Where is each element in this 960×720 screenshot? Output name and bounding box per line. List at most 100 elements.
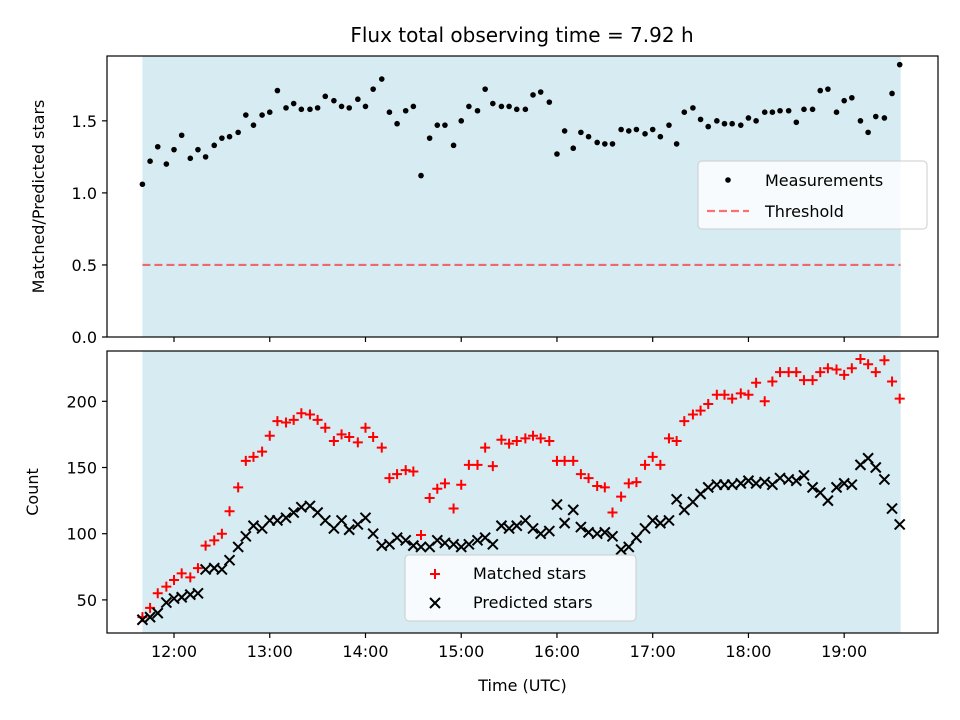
measurement-point: [546, 99, 553, 105]
measurement-point: [633, 126, 640, 133]
matched-point: [511, 436, 522, 447]
predicted-point: [798, 469, 810, 482]
matched-point: [416, 530, 427, 541]
predicted-point: [192, 587, 204, 599]
matched-point: [504, 438, 515, 449]
predicted-point: [216, 563, 228, 576]
matched-point: [703, 398, 714, 409]
matched-point: [640, 459, 651, 470]
measurement-point: [331, 97, 337, 104]
measurement-point: [785, 107, 792, 114]
predicted-point: [415, 541, 427, 553]
matched-point: [743, 389, 754, 400]
measurement-point: [154, 143, 161, 150]
matched-point: [623, 478, 634, 489]
predicted-point: [144, 611, 156, 623]
x-tick-label: 18:00: [725, 642, 771, 661]
matched-point: [161, 581, 172, 592]
matched-point: [408, 466, 419, 477]
predicted-point: [822, 494, 834, 507]
matched-point: [496, 434, 507, 445]
predicted-point: [702, 481, 714, 494]
matched-point: [679, 416, 690, 427]
y-tick-label: 0.5: [72, 256, 97, 275]
predicted-point: [471, 534, 484, 547]
measurement-point: [290, 100, 297, 107]
measurement-point: [666, 122, 672, 128]
x-tick-label: 13:00: [247, 642, 293, 661]
matched-point: [887, 376, 898, 387]
measurement-point: [585, 133, 592, 140]
y-axis-label: Matched/Predicted stars: [29, 100, 48, 294]
measurement-point: [355, 96, 361, 103]
measurement-point: [570, 145, 577, 152]
measurement-point: [386, 109, 393, 115]
measurement-point: [259, 112, 265, 118]
matched-point: [831, 364, 842, 375]
legend-predicted-marker: [429, 597, 441, 609]
measurement-point: [761, 109, 768, 115]
predicted-point: [527, 522, 539, 535]
measurement-point: [402, 107, 409, 114]
matched-point: [647, 451, 658, 462]
matched-point: [463, 459, 474, 470]
legend-matched-label: Matched stars: [473, 564, 586, 583]
measurement-point: [673, 141, 680, 147]
measurement-point: [642, 131, 648, 137]
matched-point: [248, 451, 259, 462]
matched-point: [863, 359, 874, 370]
matched-point: [575, 469, 586, 480]
measurement-point: [561, 128, 568, 134]
matched-point: [185, 572, 196, 583]
predicted-point: [759, 476, 771, 488]
matched-point: [176, 568, 187, 579]
measurement-point: [474, 107, 481, 114]
measurement-point: [274, 87, 281, 94]
predicted-point: [495, 520, 508, 532]
measurement-point: [825, 86, 831, 92]
measurement-point: [283, 105, 289, 111]
matched-point: [328, 436, 339, 447]
predicted-point: [790, 475, 803, 487]
predicted-point: [160, 596, 173, 609]
predicted-point: [280, 512, 292, 524]
matched-point: [528, 430, 539, 441]
matched-point: [583, 473, 594, 484]
legend-measurement-marker: [725, 177, 731, 183]
matched-point: [719, 389, 730, 400]
measurement-point: [346, 105, 353, 111]
measurement-point: [178, 132, 185, 139]
predicted-point: [878, 473, 891, 486]
measurement-point: [235, 129, 241, 136]
axes-frame: [106, 55, 939, 338]
matched-point: [192, 563, 203, 574]
measurement-point: [729, 120, 735, 127]
matched-point: [376, 442, 387, 453]
predicted-point: [240, 530, 252, 543]
legend: Matched stars Predicted stars: [404, 554, 637, 622]
matched-point: [592, 481, 603, 492]
axes-frame: [106, 350, 939, 634]
measurement-point: [434, 122, 441, 128]
measurement-point: [537, 89, 544, 95]
matched-point: [281, 417, 292, 428]
x-axis-label: Time (UTC): [477, 676, 566, 695]
measurement-point: [195, 146, 201, 153]
predicted-point: [431, 534, 444, 547]
predicted-point: [846, 479, 858, 491]
matched-point: [671, 436, 682, 447]
measurement-point: [498, 103, 505, 110]
measurement-point: [219, 135, 225, 141]
matched-point: [312, 414, 323, 425]
predicted-point: [567, 504, 579, 516]
x-tick-label: 17:00: [630, 642, 676, 661]
matched-point: [456, 479, 467, 490]
matched-point: [798, 375, 809, 386]
measurement-point: [139, 181, 146, 188]
predicted-point: [455, 541, 467, 553]
predicted-point: [606, 530, 619, 543]
matched-point: [687, 409, 698, 420]
measurement-point: [578, 129, 584, 136]
x-tick-label: 15:00: [438, 642, 484, 661]
measurement-point: [513, 106, 520, 113]
